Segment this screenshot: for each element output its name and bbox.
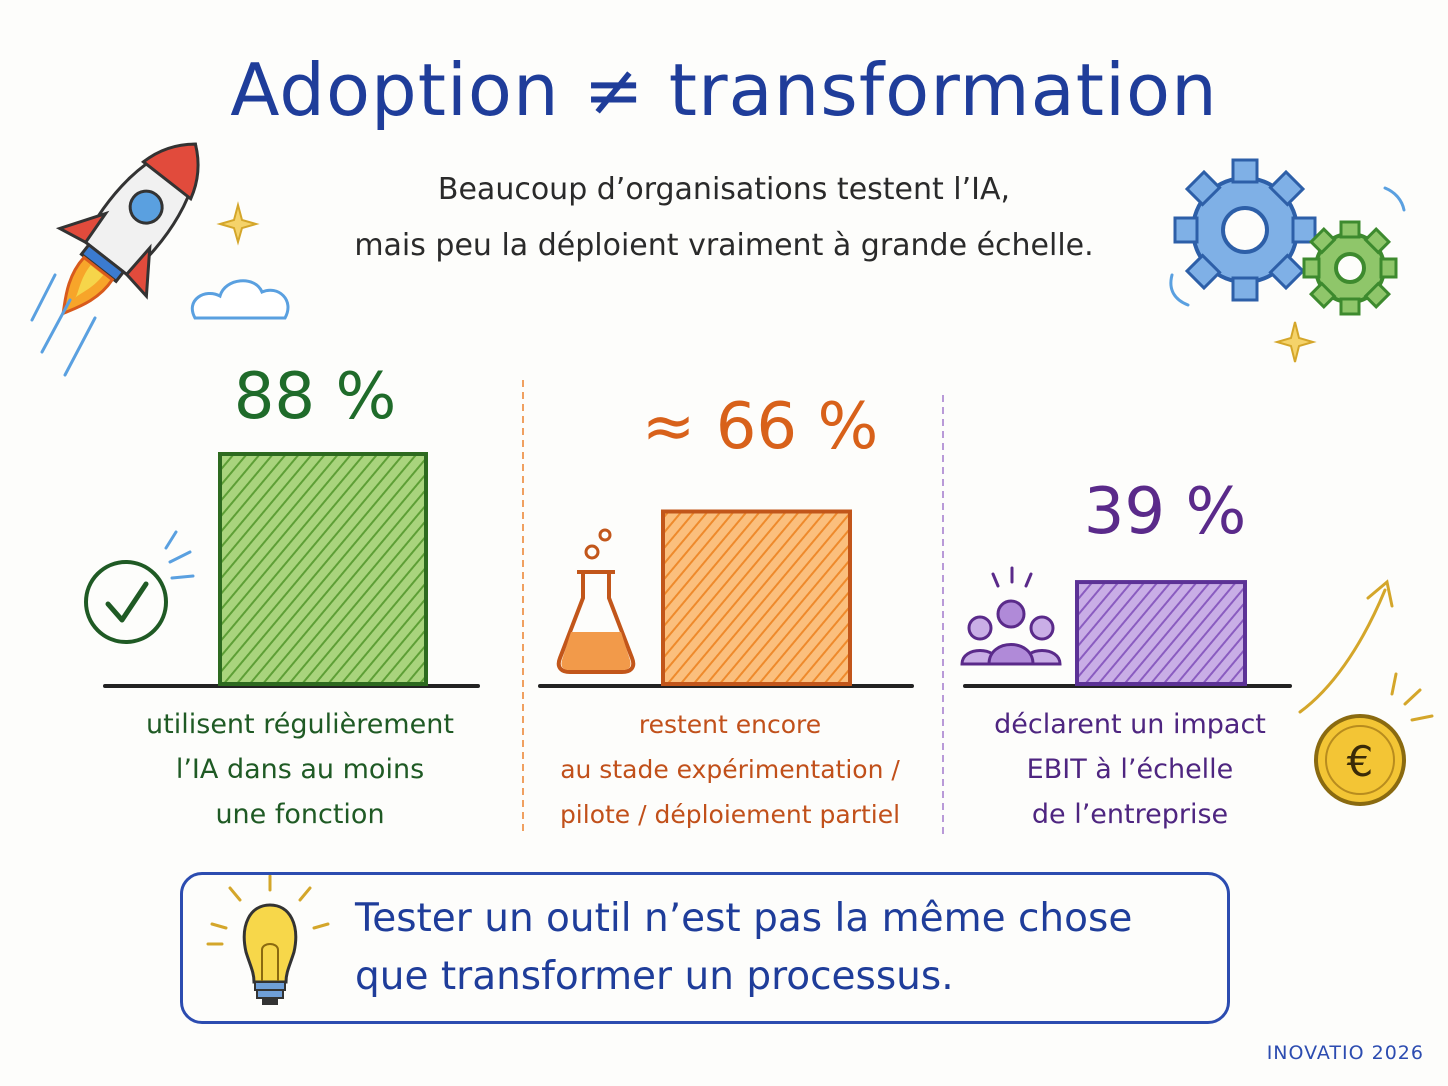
subtitle-line-1: Beaucoup d’organisations testent l’IA,	[437, 172, 1011, 207]
check-circle-icon	[84, 530, 195, 644]
stat-desc-line: restent encore	[638, 710, 822, 739]
stat-desc-experimentation: restent encore au stade expérimentation …	[525, 702, 935, 837]
lightbulb-icon	[206, 874, 330, 1005]
people-group-icon	[960, 566, 1062, 666]
gears-icon	[1169, 158, 1406, 316]
stat-desc-line: l’IA dans au moins	[175, 754, 425, 785]
stat-value-adoption: 88 %	[233, 360, 397, 434]
bar-adoption	[218, 452, 428, 686]
euro-coin-icon: €	[1314, 672, 1434, 806]
rocket-icon	[55, 142, 200, 317]
bar-ebit-impact	[1075, 580, 1247, 686]
stat-value-experimentation: ≈ 66 %	[641, 390, 879, 464]
sparkle-icon	[1273, 321, 1317, 363]
page-title: Adoption ≠ transformation	[230, 48, 1218, 132]
stat-desc-line: pilote / déploiement partiel	[559, 800, 901, 829]
stat-desc-line: utilisent régulièrement	[146, 709, 454, 740]
callout-line-1: Tester un outil n’est pas la même chose	[355, 896, 1133, 941]
callout-text: Tester un outil n’est pas la même chose …	[355, 890, 1215, 1006]
flask-icon	[556, 528, 636, 674]
subtitle-line-2: mais peu la déploient vraiment à grande …	[354, 228, 1094, 263]
stat-desc-line: de l’entreprise	[1031, 799, 1229, 830]
stat-desc-line: au stade expérimentation /	[560, 755, 900, 784]
svg-text:€: €	[1347, 737, 1374, 786]
stat-desc-ebit: déclarent un impact EBIT à l’échelle de …	[945, 702, 1315, 837]
cloud-icon	[191, 279, 290, 320]
footer-brand: INOVATIO 2026	[1266, 1042, 1424, 1064]
bar-experimentation	[661, 509, 852, 686]
speed-lines	[30, 273, 97, 377]
callout-line-2: que transformer un processus.	[355, 954, 954, 999]
stat-desc-line: déclarent un impact	[994, 709, 1266, 740]
stat-value-ebit: 39 %	[1083, 475, 1247, 549]
stat-desc-line: une fonction	[215, 799, 385, 830]
stat-desc-adoption: utilisent régulièrement l’IA dans au moi…	[100, 702, 500, 837]
callout-box	[180, 872, 1230, 1024]
stat-desc-line: EBIT à l’échelle	[1026, 754, 1234, 785]
subtitle: Beaucoup d’organisations testent l’IA, m…	[224, 162, 1224, 274]
sparkle-icon	[216, 201, 260, 246]
growth-arrow-icon	[1298, 579, 1394, 714]
